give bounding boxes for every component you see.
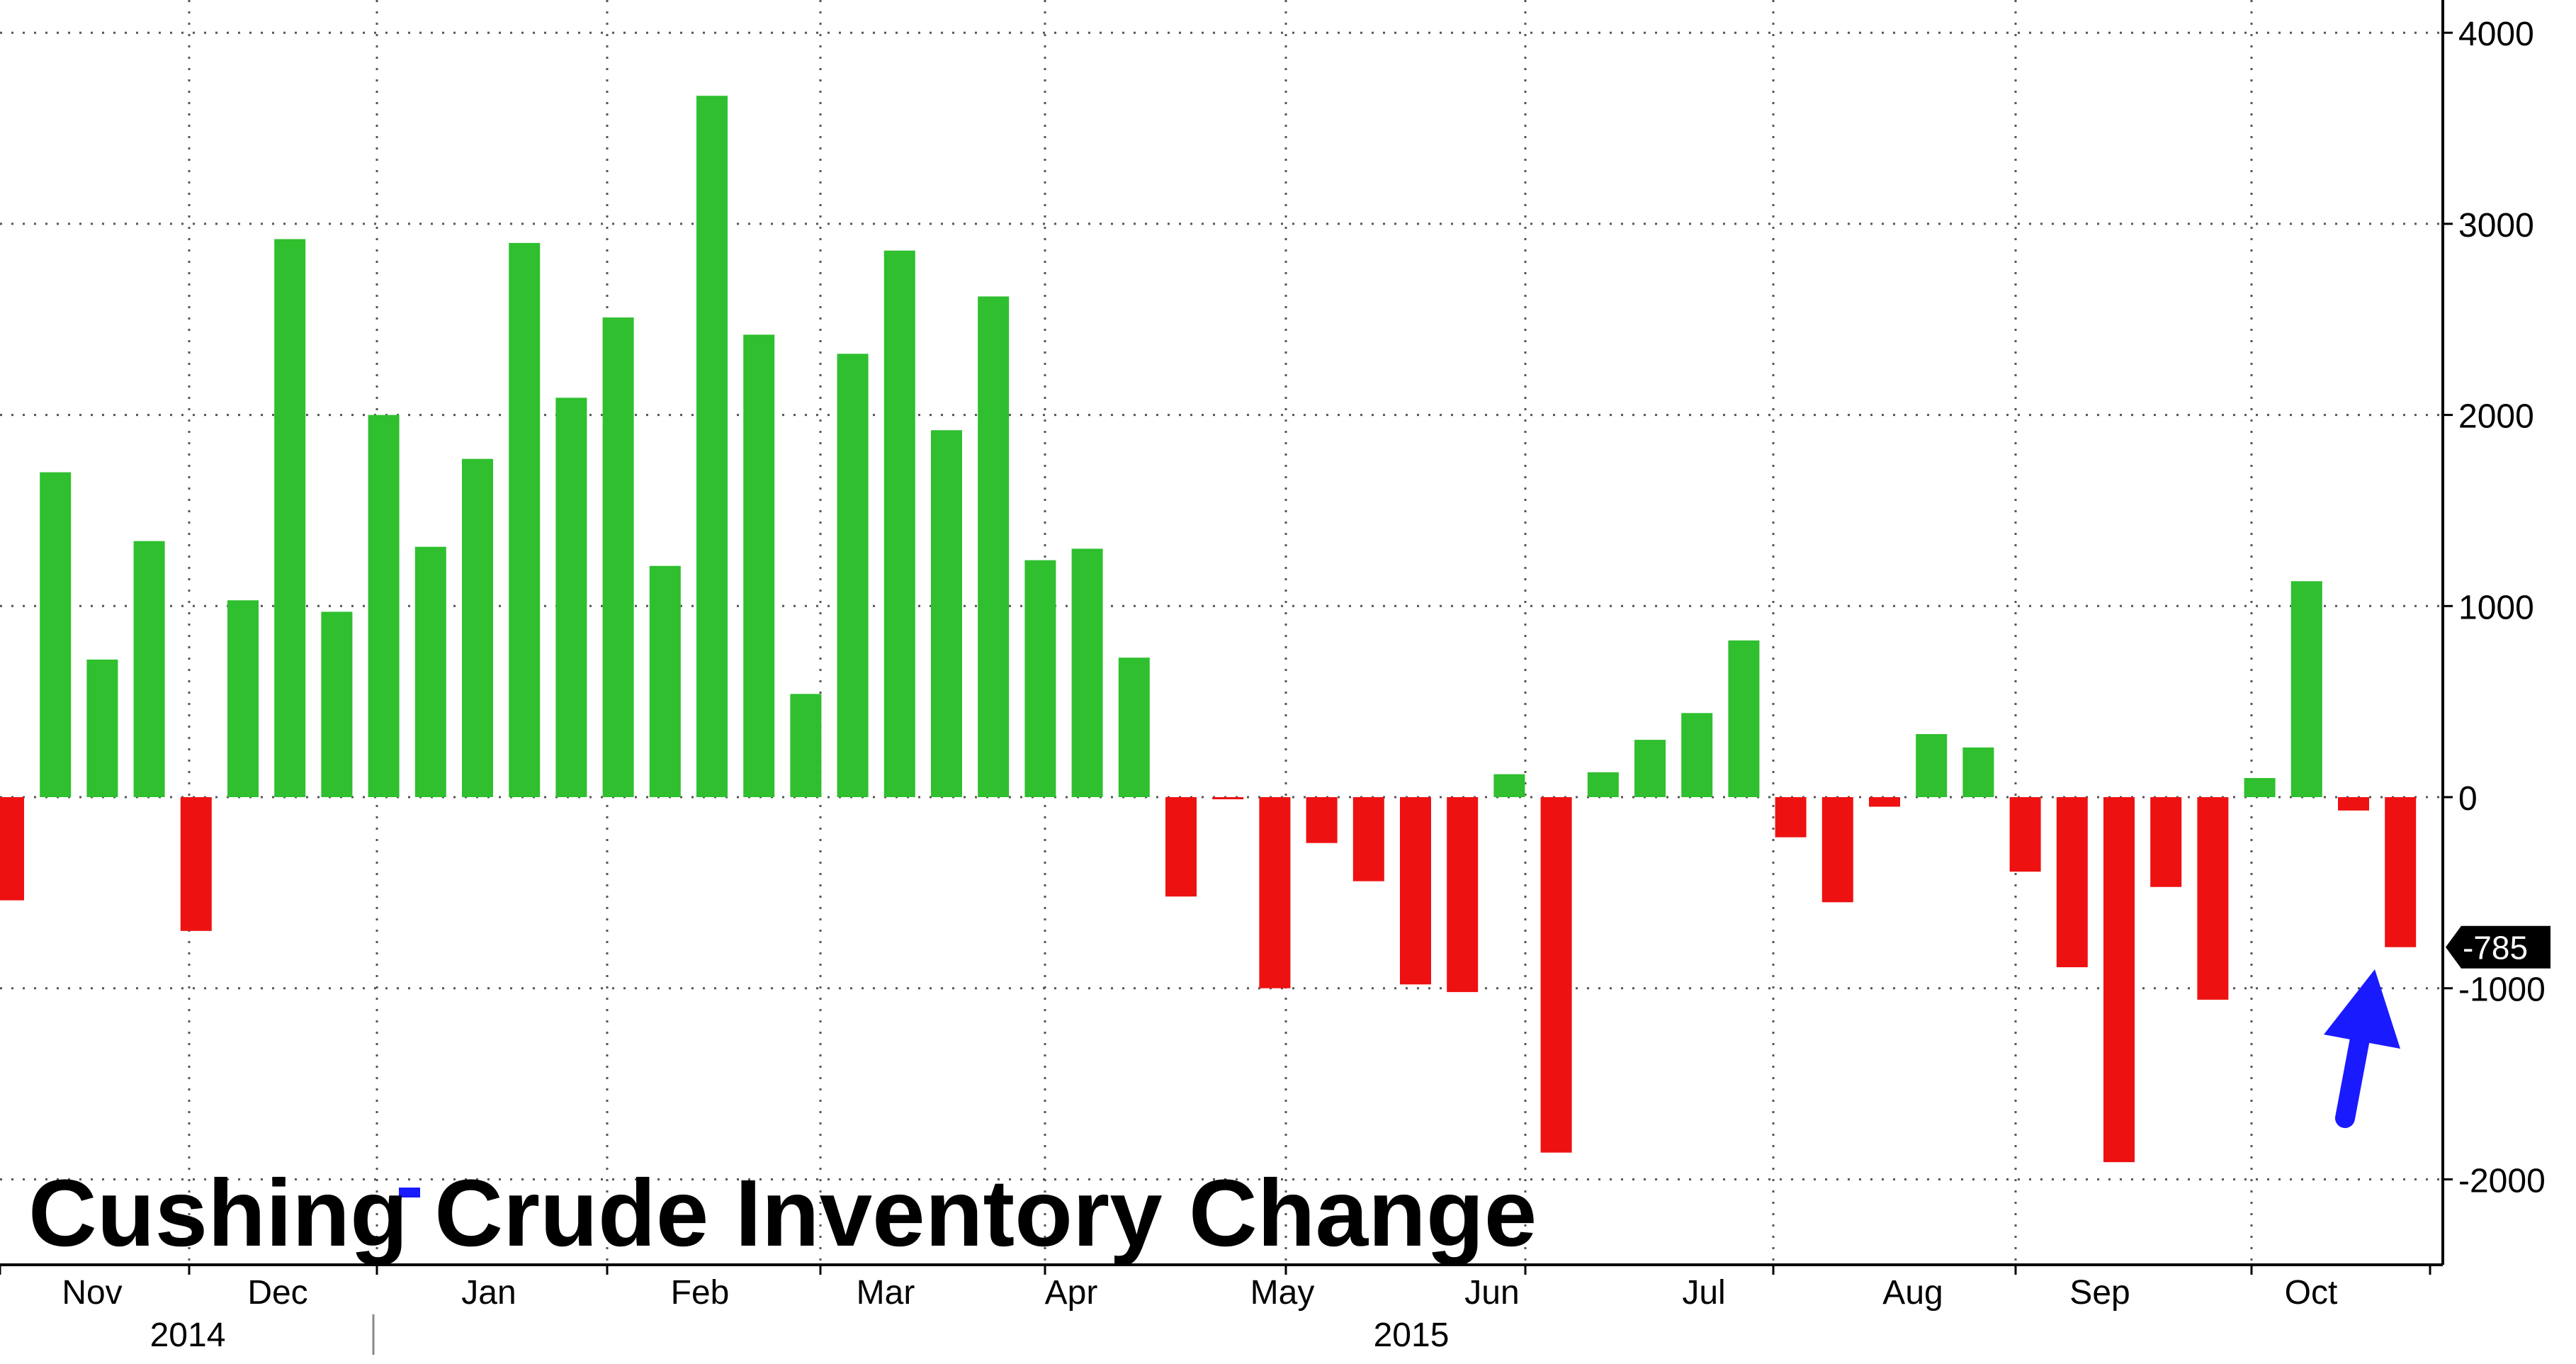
bar	[1259, 797, 1291, 988]
bar	[321, 611, 353, 797]
bar	[1352, 797, 1384, 881]
bar	[1165, 797, 1197, 897]
bar	[978, 296, 1010, 797]
x-tick-label: Jul	[1682, 1274, 1725, 1312]
y-tick-label: -2000	[2458, 1162, 2546, 1200]
bar	[1212, 797, 1244, 799]
bar	[2197, 797, 2229, 1000]
bar	[649, 565, 681, 797]
bar	[2338, 797, 2369, 811]
bar	[2290, 581, 2322, 797]
last-value-badge	[2446, 925, 2550, 969]
bar	[1493, 774, 1525, 797]
x-tick-label: Oct	[2285, 1274, 2338, 1312]
marker-dot	[399, 1188, 420, 1197]
bar	[2103, 797, 2135, 1163]
bar	[1447, 797, 1479, 993]
bar	[1728, 640, 1760, 797]
bar	[180, 797, 212, 931]
bar	[509, 242, 541, 797]
bar	[1916, 733, 1948, 797]
bar	[602, 317, 634, 798]
x-tick-label: Sep	[2069, 1274, 2130, 1312]
x-tick-label: May	[1250, 1274, 1315, 1312]
chart-title: Cushing Crude Inventory Change	[28, 1161, 1537, 1266]
year-label: 2015	[1374, 1317, 1450, 1354]
bar	[2385, 797, 2417, 947]
bar	[1775, 797, 1807, 838]
bar	[1540, 797, 1572, 1153]
bar	[86, 659, 118, 797]
bar	[0, 797, 24, 901]
bar	[1962, 747, 1994, 797]
bar	[368, 415, 400, 797]
y-tick-label: 0	[2458, 780, 2478, 818]
bar	[790, 694, 822, 797]
y-tick-label: -1000	[2458, 971, 2546, 1009]
bar	[1306, 797, 1338, 843]
bars	[0, 96, 2417, 1163]
arrow-icon	[2324, 969, 2400, 1128]
bar	[2009, 797, 2041, 872]
x-tick-label: Aug	[1882, 1274, 1943, 1312]
x-tick-label: Mar	[857, 1274, 915, 1312]
bar	[2056, 797, 2088, 968]
x-tick-label: Nov	[62, 1274, 122, 1312]
bar	[2150, 797, 2182, 887]
bar	[1071, 548, 1103, 797]
grid	[0, 0, 2443, 1265]
bar	[133, 541, 165, 797]
bar	[1024, 560, 1056, 797]
x-tick-label: Jan	[461, 1274, 516, 1312]
y-tick-label: 2000	[2458, 398, 2534, 436]
bar	[1118, 658, 1150, 797]
bar	[837, 354, 869, 797]
bar	[227, 600, 259, 797]
bar	[462, 458, 493, 797]
x-tick-label: Feb	[671, 1274, 730, 1312]
bar	[274, 239, 306, 797]
bar	[1681, 713, 1713, 797]
last-value-label: -785	[2463, 930, 2528, 966]
bar	[743, 334, 775, 797]
bar	[414, 546, 446, 797]
x-tick-label: Apr	[1045, 1274, 1098, 1312]
bar	[555, 398, 587, 797]
bar	[1869, 797, 1900, 807]
bar	[1587, 772, 1619, 797]
bar	[1634, 740, 1666, 797]
bar	[1821, 797, 1853, 903]
bar	[696, 96, 728, 798]
x-tick-label: Dec	[247, 1274, 307, 1312]
y-tick-label: 4000	[2458, 16, 2534, 53]
bar	[40, 472, 72, 797]
y-tick-label: 1000	[2458, 589, 2534, 626]
bar	[1400, 797, 1431, 985]
bar	[883, 250, 915, 798]
annotations: -785	[399, 925, 2550, 1197]
x-tick-label: Jun	[1464, 1274, 1519, 1312]
year-label: 2014	[150, 1317, 226, 1354]
bar	[931, 430, 962, 797]
bar	[2244, 778, 2276, 797]
y-tick-label: 3000	[2458, 207, 2534, 244]
